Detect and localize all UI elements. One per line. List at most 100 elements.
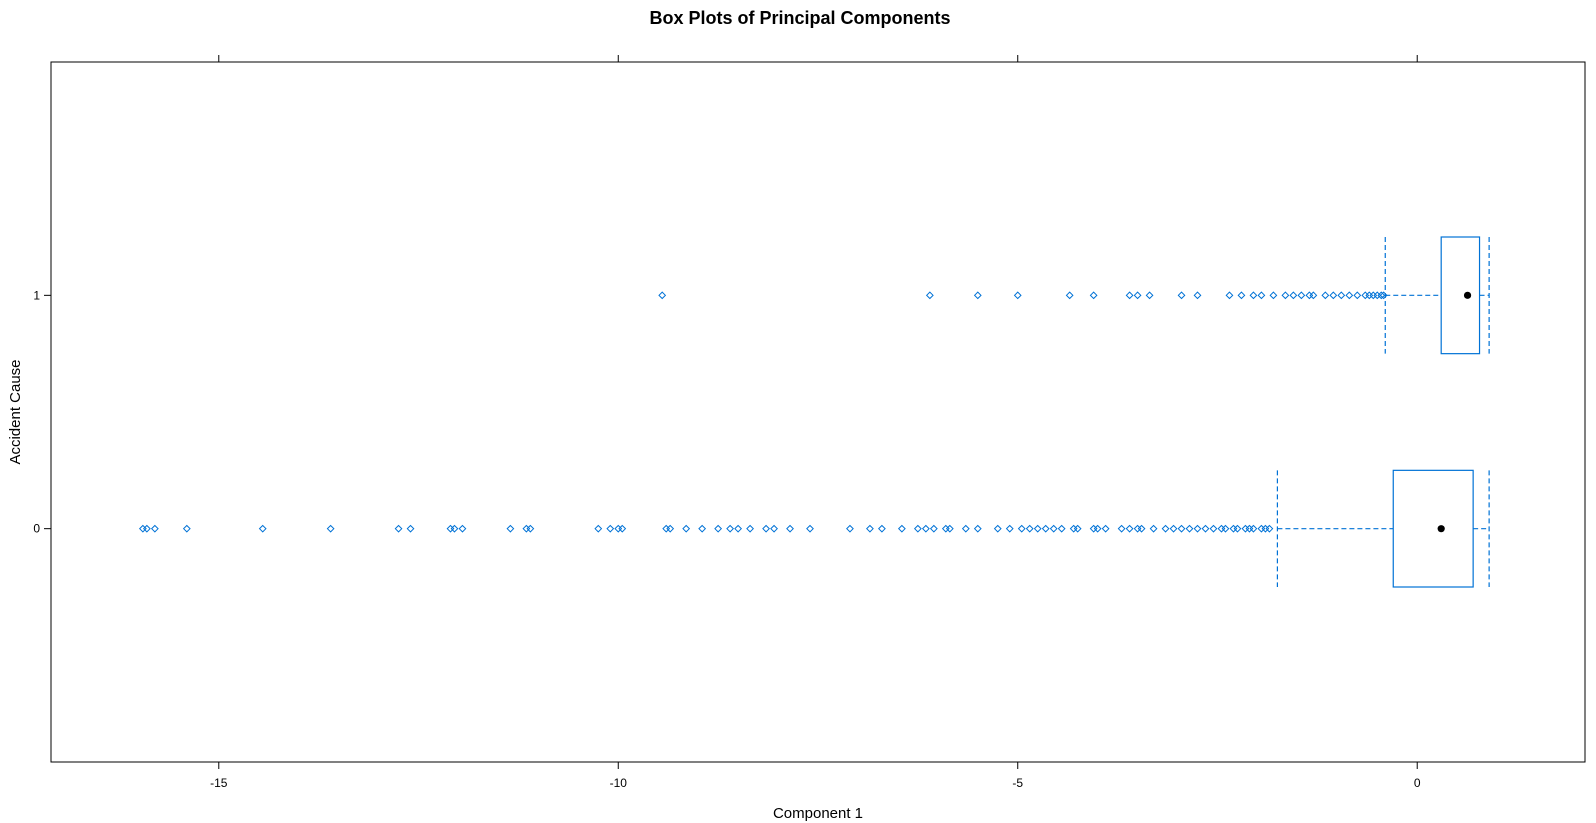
outlier-point xyxy=(786,524,794,533)
x-axis-bottom: -15 -10 -5 0 xyxy=(210,762,1421,790)
median-dot xyxy=(1463,291,1472,299)
x-axis-top xyxy=(218,55,1418,62)
outlier-point xyxy=(618,524,627,533)
y-tick-label: 1 xyxy=(33,288,40,302)
outlier-point xyxy=(993,524,1002,533)
outlier-point xyxy=(138,524,147,533)
outlier-point xyxy=(450,524,459,533)
box-iqr xyxy=(1392,469,1474,588)
outlier-point xyxy=(1281,291,1290,300)
outlier-point xyxy=(1249,524,1258,533)
outlier-point xyxy=(142,524,151,533)
outlier-point xyxy=(1261,524,1270,533)
boxes-layer xyxy=(138,236,1490,588)
outlier-point xyxy=(1101,524,1110,533)
outlier-point xyxy=(1025,524,1034,533)
outlier-point xyxy=(1337,291,1346,300)
outlier-point xyxy=(973,524,982,533)
outlier-point xyxy=(406,524,415,533)
outlier-point xyxy=(945,524,954,533)
outlier-point xyxy=(458,524,467,533)
outlier-point xyxy=(746,524,754,533)
outlier-point xyxy=(1057,524,1066,533)
chart-title: Box Plots of Principal Components xyxy=(649,8,950,28)
outlier-point xyxy=(1373,291,1382,300)
outlier-point xyxy=(526,524,535,533)
outlier-point xyxy=(1125,291,1134,300)
outlier-point xyxy=(1177,524,1186,533)
outlier-point xyxy=(726,524,735,533)
outlier-point xyxy=(1297,291,1306,300)
outlier-point xyxy=(1265,524,1274,533)
outlier-point xyxy=(1185,524,1194,533)
outlier-point xyxy=(150,524,159,533)
outlier-point xyxy=(1065,291,1074,300)
outlier-point xyxy=(1365,291,1374,300)
outlier-point xyxy=(1361,291,1370,300)
outlier-point xyxy=(698,524,707,533)
outlier-point xyxy=(1209,524,1218,533)
outlier-point xyxy=(1133,291,1142,300)
outlier-point xyxy=(1257,291,1266,300)
outlier-point xyxy=(762,524,770,533)
x-tick-label: -10 xyxy=(610,776,628,790)
outlier-point xyxy=(1379,291,1388,300)
outlier-point xyxy=(941,524,950,533)
outlier-point xyxy=(866,524,874,533)
box-group-1 xyxy=(658,236,1490,355)
outlier-point xyxy=(1073,524,1082,533)
outlier-point xyxy=(606,524,615,533)
outlier-point xyxy=(394,524,403,533)
outlier-point xyxy=(925,291,934,300)
outlier-point xyxy=(1241,524,1250,533)
box-group-0 xyxy=(138,469,1490,588)
outlier-point xyxy=(1289,291,1298,300)
outlier-point xyxy=(1069,524,1078,533)
outlier-point xyxy=(1245,524,1254,533)
outlier-point xyxy=(1125,524,1134,533)
outlier-point xyxy=(1225,291,1234,300)
outlier-point xyxy=(1161,524,1170,533)
outlier-point xyxy=(1093,524,1102,533)
outlier-point xyxy=(1133,524,1142,533)
outlier-point xyxy=(1369,291,1378,300)
outlier-point xyxy=(1041,524,1050,533)
outlier-point xyxy=(658,291,667,300)
outlier-point xyxy=(1013,291,1022,300)
outlier-point xyxy=(1177,291,1186,300)
x-tick-label: 0 xyxy=(1414,776,1421,790)
outlier-point xyxy=(878,524,886,533)
outlier-point xyxy=(973,291,982,300)
outlier-point xyxy=(1149,524,1158,533)
outlier-point xyxy=(770,524,778,533)
outlier-point xyxy=(594,524,603,533)
outlier-point xyxy=(897,524,906,533)
outlier-point xyxy=(714,524,723,533)
outlier-point xyxy=(1033,524,1042,533)
outlier-point xyxy=(1193,524,1202,533)
outlier-point xyxy=(1305,291,1314,300)
outlier-point xyxy=(1377,291,1386,300)
outlier-point xyxy=(1089,524,1098,533)
outlier-point xyxy=(1237,291,1246,300)
outlier-point xyxy=(913,524,922,533)
outlier-point xyxy=(1229,524,1238,533)
outlier-point xyxy=(1201,524,1210,533)
outlier-point xyxy=(1345,291,1354,300)
outlier-point xyxy=(1329,291,1338,300)
outlier-point xyxy=(806,524,814,533)
outlier-point xyxy=(929,524,938,533)
outlier-point xyxy=(1049,524,1058,533)
outlier-point xyxy=(1017,524,1026,533)
outlier-point xyxy=(446,524,455,533)
outlier-point xyxy=(1217,524,1226,533)
outlier-point xyxy=(734,524,743,533)
outlier-point xyxy=(614,524,623,533)
y-tick-label: 0 xyxy=(33,522,40,536)
outlier-point xyxy=(326,524,335,533)
outlier-point xyxy=(1005,524,1014,533)
x-axis-label: Component 1 xyxy=(773,805,863,822)
x-tick-label: -15 xyxy=(210,776,228,790)
outlier-point xyxy=(1249,291,1258,300)
